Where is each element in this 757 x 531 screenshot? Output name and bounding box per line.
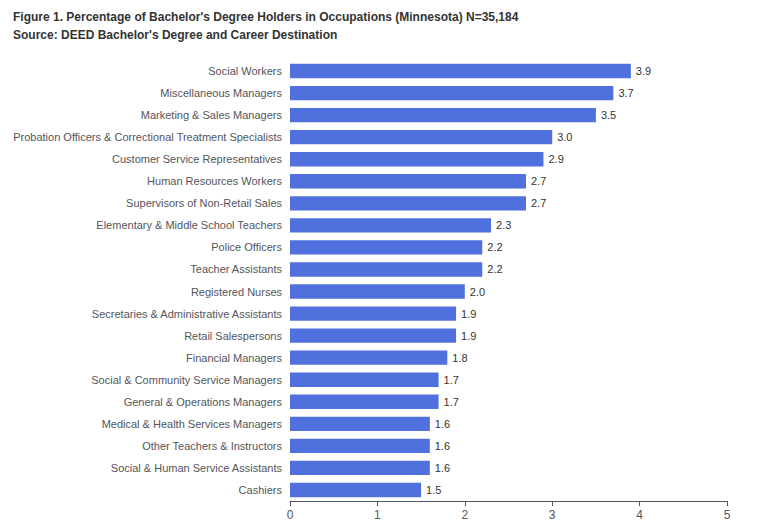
svg-text:1.8: 1.8 xyxy=(452,352,467,364)
svg-text:Supervisors of Non-Retail Sale: Supervisors of Non-Retail Sales xyxy=(126,197,282,209)
svg-text:Marketing & Sales Managers: Marketing & Sales Managers xyxy=(141,109,283,121)
svg-text:2.3: 2.3 xyxy=(496,219,511,231)
svg-text:Cashiers: Cashiers xyxy=(239,484,283,496)
svg-text:3.5: 3.5 xyxy=(601,109,616,121)
svg-text:General & Operations Managers: General & Operations Managers xyxy=(124,396,283,408)
svg-text:1: 1 xyxy=(374,508,381,522)
svg-text:Figure 1. Percentage of Bachel: Figure 1. Percentage of Bachelor's Degre… xyxy=(13,10,519,24)
svg-text:1.9: 1.9 xyxy=(461,308,476,320)
svg-text:2: 2 xyxy=(461,508,468,522)
svg-text:Miscellaneous Managers: Miscellaneous Managers xyxy=(160,87,282,99)
svg-text:1.6: 1.6 xyxy=(435,418,450,430)
svg-text:2.7: 2.7 xyxy=(531,197,546,209)
svg-text:1.5: 1.5 xyxy=(426,484,441,496)
svg-text:Elementary & Middle School Tea: Elementary & Middle School Teachers xyxy=(96,219,282,231)
svg-text:Medical & Health Services Mana: Medical & Health Services Managers xyxy=(102,418,283,430)
svg-text:Police Officers: Police Officers xyxy=(211,241,282,253)
svg-text:2.7: 2.7 xyxy=(531,175,546,187)
svg-text:Social Workers: Social Workers xyxy=(208,65,282,77)
svg-text:Probation Officers & Correctio: Probation Officers & Correctional Treatm… xyxy=(13,131,282,143)
svg-text:0: 0 xyxy=(287,508,294,522)
svg-text:Registered Nurses: Registered Nurses xyxy=(191,286,283,298)
svg-text:Source: DEED Bachelor's Degree: Source: DEED Bachelor's Degree and Caree… xyxy=(13,28,337,42)
svg-text:Retail Salespersons: Retail Salespersons xyxy=(184,330,282,342)
svg-text:Secretaries & Administrative A: Secretaries & Administrative Assistants xyxy=(92,308,283,320)
svg-text:1.6: 1.6 xyxy=(435,440,450,452)
svg-text:Other Teachers & Instructors: Other Teachers & Instructors xyxy=(142,440,282,452)
svg-text:2.0: 2.0 xyxy=(470,286,485,298)
svg-text:Human Resources Workers: Human Resources Workers xyxy=(147,175,282,187)
svg-text:2.2: 2.2 xyxy=(487,241,502,253)
svg-text:3.9: 3.9 xyxy=(636,65,651,77)
svg-text:3.7: 3.7 xyxy=(618,87,633,99)
svg-text:1.7: 1.7 xyxy=(444,374,459,386)
svg-text:1.7: 1.7 xyxy=(444,396,459,408)
svg-text:5: 5 xyxy=(724,508,731,522)
svg-text:3: 3 xyxy=(549,508,556,522)
svg-text:Financial Managers: Financial Managers xyxy=(186,352,282,364)
svg-text:2.2: 2.2 xyxy=(487,263,502,275)
svg-text:3.0: 3.0 xyxy=(557,131,572,143)
svg-text:Customer Service Representativ: Customer Service Representatives xyxy=(112,153,282,165)
svg-text:1.9: 1.9 xyxy=(461,330,476,342)
svg-text:2.9: 2.9 xyxy=(548,153,563,165)
svg-text:1.6: 1.6 xyxy=(435,462,450,474)
svg-text:4: 4 xyxy=(636,508,643,522)
svg-text:Social & Community Service Man: Social & Community Service Managers xyxy=(91,374,282,386)
svg-text:Teacher Assistants: Teacher Assistants xyxy=(190,263,282,275)
svg-text:Social & Human Service Assista: Social & Human Service Assistants xyxy=(111,462,283,474)
